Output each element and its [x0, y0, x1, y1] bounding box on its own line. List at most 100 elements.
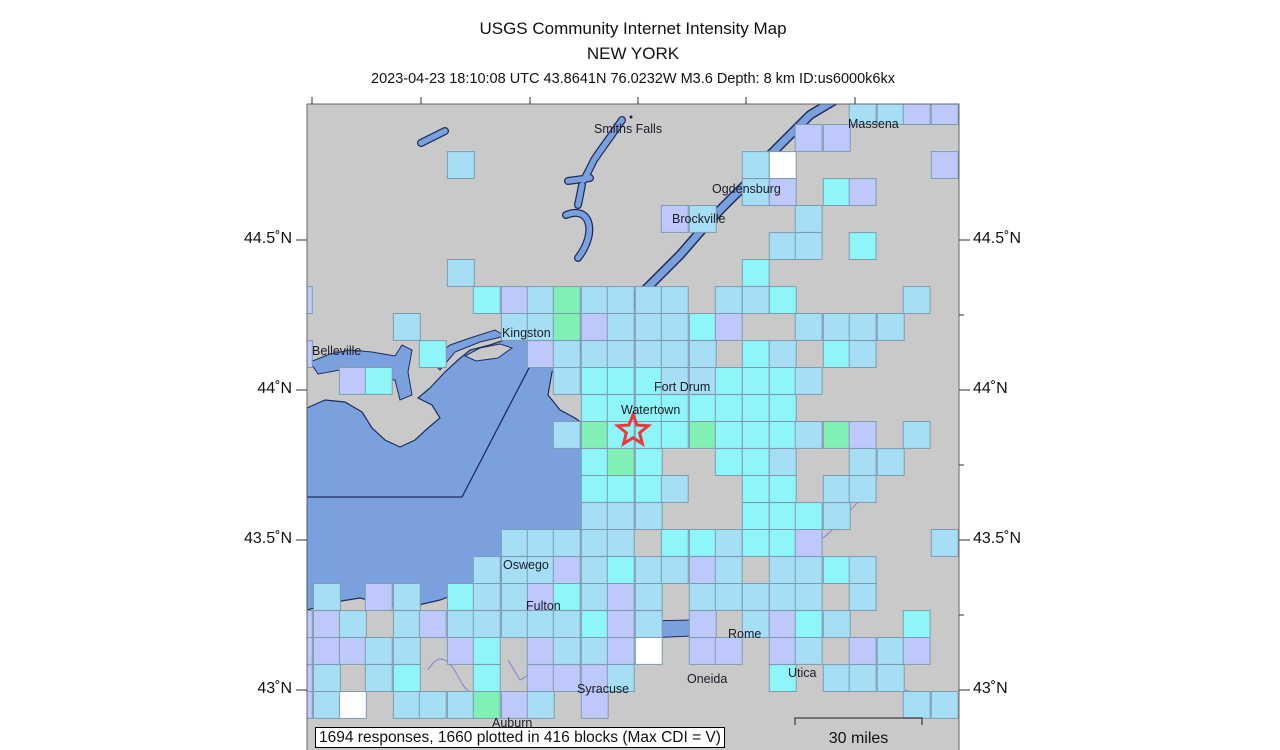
cdi-block [552, 529, 581, 557]
cdi-block [660, 340, 689, 369]
map-title: USGS Community Internet Intensity Map [479, 19, 787, 38]
cdi-block [876, 664, 905, 692]
cdi-block [848, 313, 877, 341]
lat-label-43-left: 43˚N [257, 680, 292, 697]
cdi-block [714, 556, 743, 584]
cdi-block [500, 286, 529, 315]
cdi-block [768, 664, 797, 692]
cdi-block [768, 421, 797, 449]
cdi-block [768, 529, 797, 557]
place-fort-drum: Fort Drum [654, 380, 711, 394]
cdi-block [741, 151, 770, 180]
star-icon [613, 410, 653, 447]
cdi-block [714, 448, 743, 477]
cdi-block [634, 556, 663, 584]
cdi-block [822, 124, 851, 152]
cdi-block [472, 556, 501, 584]
cdi-block [714, 313, 743, 341]
cdi-block [526, 340, 555, 369]
smiths-falls-marker [629, 115, 633, 119]
cdi-block [876, 313, 905, 341]
cdi-block [472, 637, 501, 665]
cdi-block [848, 104, 877, 125]
cdi-block [822, 502, 851, 531]
cdi-block [526, 529, 555, 557]
cdi-block [741, 259, 770, 287]
cdi-block [741, 502, 770, 531]
cdi-block [580, 394, 609, 423]
cdi-block [660, 475, 689, 503]
cdi-block [606, 367, 635, 395]
cdi-block [606, 529, 635, 557]
place-oswego: Oswego [503, 558, 549, 572]
cdi-block [688, 394, 717, 423]
cdi-block [552, 637, 581, 665]
lat-label-43-5-right: 43.5˚N [973, 530, 1022, 547]
cdi-block [876, 448, 905, 477]
cdi-block [714, 286, 743, 315]
place-watertown: Watertown [621, 403, 681, 417]
cdi-block [526, 691, 555, 719]
cdi-block [688, 637, 717, 665]
cdi-block [660, 286, 689, 315]
cdi-block [768, 556, 797, 584]
cdi-block [714, 421, 743, 449]
cdi-block [902, 637, 931, 665]
cdi-block [688, 367, 717, 395]
cdi-block [446, 259, 475, 287]
cdi-block [634, 475, 663, 503]
cdi-block [768, 286, 797, 315]
place-kingston: Kingston [502, 326, 551, 340]
cdi-block [741, 178, 770, 207]
cdi-block [552, 610, 581, 638]
cdi-block [741, 475, 770, 503]
cdi-block [902, 104, 931, 125]
cdi-block [580, 367, 609, 395]
cdi-block [848, 637, 877, 665]
cdi-block [822, 421, 851, 449]
cdi-block [794, 502, 823, 531]
cdi-block [768, 340, 797, 369]
cdi-block [446, 691, 475, 719]
place-utica: Utica [788, 666, 817, 680]
cdi-block [580, 637, 609, 665]
cdi-block [307, 340, 313, 369]
cdi-block [580, 421, 609, 449]
cdi-block [768, 637, 797, 665]
wolfe-island [463, 343, 514, 362]
rideau-lakes [417, 116, 626, 262]
cdi-block [794, 556, 823, 584]
cdi-block [580, 583, 609, 611]
cdi-block [307, 691, 313, 719]
cdi-block [794, 529, 823, 557]
cdi-block [768, 232, 797, 261]
cdi-block [768, 367, 797, 395]
cdi-block [822, 556, 851, 584]
cdi-block [848, 421, 877, 449]
cdi-block [794, 637, 823, 665]
cdi-block [768, 475, 797, 503]
cdi-block [768, 502, 797, 531]
cdi-block [822, 475, 851, 503]
cdi-block [688, 421, 717, 449]
lat-label-43-right: 43˚N [973, 680, 1008, 697]
cdi-block [634, 340, 663, 369]
cdi-block [688, 340, 717, 369]
scale-bar [794, 717, 923, 725]
place-syracuse: Syracuse [577, 682, 630, 696]
cdi-block [338, 637, 367, 665]
cdi-block [634, 313, 663, 341]
cdi-block [822, 313, 851, 341]
place-ogdensburg: Ogdensburg [712, 182, 781, 196]
cdi-block [634, 583, 663, 611]
cdi-block [768, 583, 797, 611]
cdi-block [688, 205, 717, 233]
map-frame [306, 103, 960, 750]
cdi-block [606, 583, 635, 611]
cdi-block [418, 691, 447, 719]
cdi-block [364, 367, 393, 395]
cdi-block [418, 610, 447, 638]
cdi-block [848, 556, 877, 584]
cdi-block [606, 475, 635, 503]
cdi-block [526, 637, 555, 665]
